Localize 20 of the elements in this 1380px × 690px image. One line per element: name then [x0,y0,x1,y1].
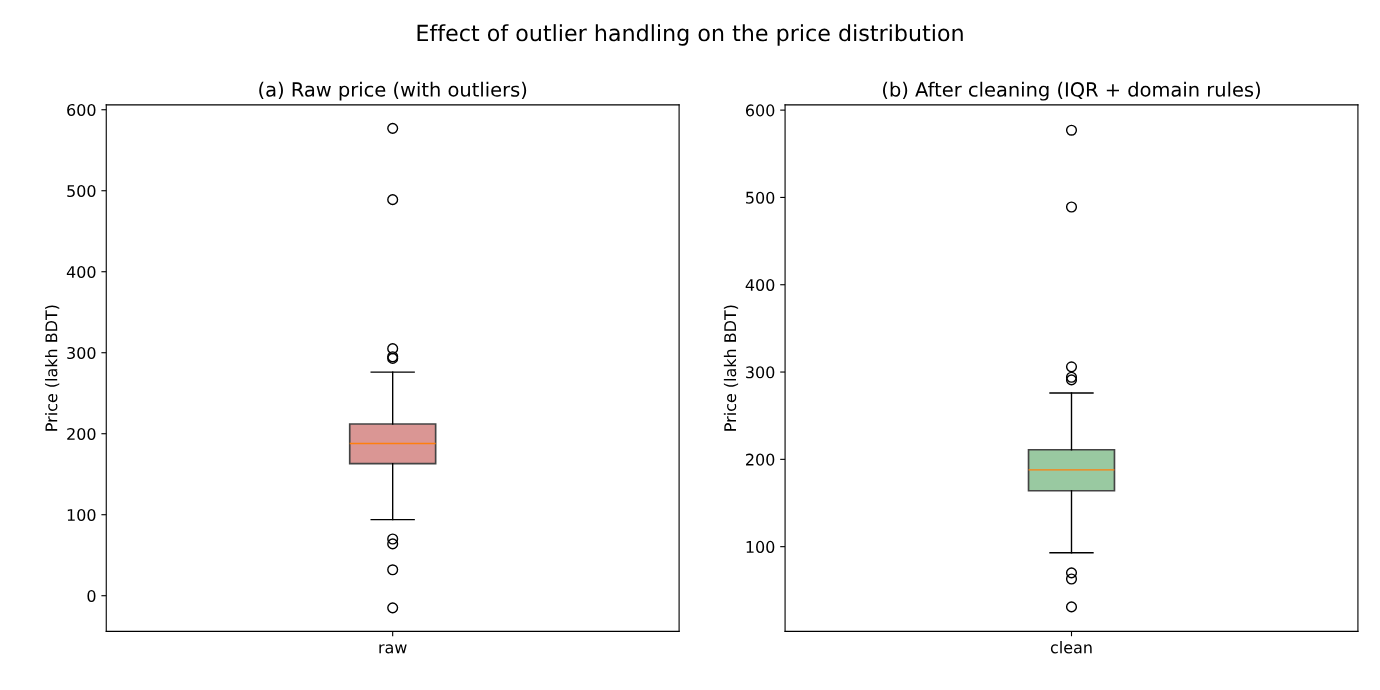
chart-title: (b) After cleaning (IQR + domain rules) [883,81,1260,101]
x-tick-label: raw [379,644,407,654]
y-tick-label: 500 [67,184,96,198]
y-tick-label: 200 [67,427,96,441]
y-tick-label: 600 [745,104,775,117]
y-tick-label: 300 [67,346,96,360]
y-tick-label: 600 [67,103,96,117]
x-tick-label: clean [1050,641,1092,654]
y-tick-label: 400 [66,265,96,279]
y-tick-label: 100 [67,508,96,522]
y-tick-label: 100 [746,540,775,553]
y-tick-label: 200 [746,453,775,466]
y-tick-label: 500 [746,191,775,204]
y-tick-label: 0 [87,589,96,603]
y-tick-label: 300 [746,366,775,379]
chart-title: (a) Raw price (with outliers) [259,81,527,101]
text: Effect of outlier handling on the price distribution [417,24,963,46]
y-tick-label: 400 [745,278,775,292]
y-axis-title: Price (lakh BDT) [45,305,60,431]
y-axis-title: Price (lakh BDT) [723,305,739,431]
